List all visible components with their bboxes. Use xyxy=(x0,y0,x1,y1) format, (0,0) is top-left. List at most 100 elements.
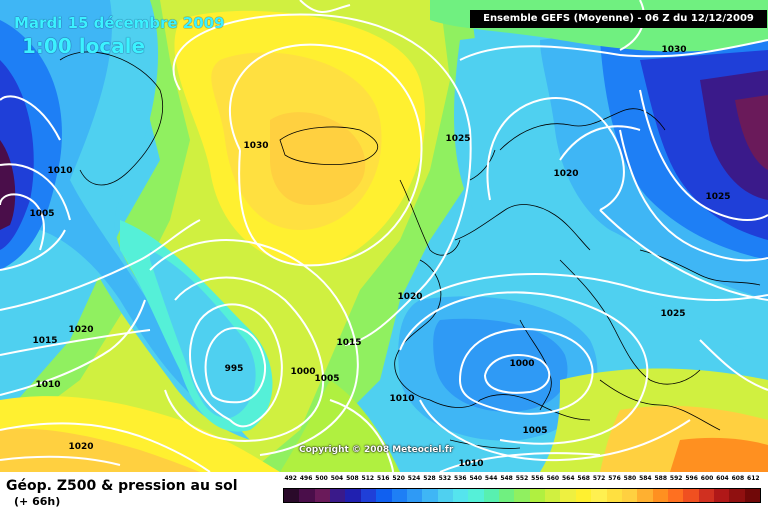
legend-label: 516 xyxy=(376,475,390,482)
legend-label: 492 xyxy=(284,475,297,482)
geopotential-band xyxy=(280,380,400,472)
legend-label: 564 xyxy=(561,475,575,482)
map-variable-title: Géop. Z500 & pression au sol xyxy=(6,478,238,494)
geopotential-band xyxy=(270,112,366,205)
geopotential-band xyxy=(433,318,568,412)
legend-swatch xyxy=(714,489,730,502)
isobar-label: 1010 xyxy=(458,459,483,469)
legend-swatch xyxy=(483,489,500,502)
legend-label: 604 xyxy=(716,475,729,482)
legend-label: 576 xyxy=(608,475,621,482)
legend-label: 592 xyxy=(669,475,683,482)
isobar-label: 1030 xyxy=(661,45,686,55)
legend-label: 528 xyxy=(423,475,436,482)
isobars xyxy=(0,0,768,472)
isobar-label: 1020 xyxy=(397,292,422,302)
legend-labels: 492 496 500 504 508 512 516 520 524 528 532 536 540 5… xyxy=(283,475,761,487)
legend-swatch xyxy=(360,489,377,502)
legend-swatch xyxy=(284,489,300,502)
isobar-label: 1015 xyxy=(336,338,361,348)
isobar-label: 1005 xyxy=(314,374,339,384)
legend-label: 496 xyxy=(299,475,313,482)
legend-swatch xyxy=(468,489,484,502)
legend-swatch xyxy=(499,489,515,502)
isobar-label: 1030 xyxy=(243,141,268,151)
legend-label: 536 xyxy=(454,475,467,482)
legend-label: 540 xyxy=(469,475,482,482)
legend-label: 500 xyxy=(315,475,328,482)
isobar-labels: 1030 1030 1025 1020 1025 1010 1005 1020 1025 1020… xyxy=(29,45,730,469)
geopotential-band xyxy=(0,428,200,472)
legend-swatch xyxy=(406,489,423,502)
legend-swatch xyxy=(376,489,392,502)
isobar-label: 1000 xyxy=(290,367,315,377)
forecast-time: 1:00 locale xyxy=(22,34,146,58)
legend-label: 508 xyxy=(346,475,359,482)
legend-label: 560 xyxy=(546,475,560,482)
legend-swatch xyxy=(744,489,761,502)
legend-swatch xyxy=(591,489,607,502)
legend-swatch xyxy=(621,489,638,502)
legend-swatch xyxy=(575,489,592,502)
legend-swatch xyxy=(299,489,315,502)
legend-label: 520 xyxy=(392,475,405,482)
legend-swatch xyxy=(667,489,684,502)
legend-label: 556 xyxy=(531,475,544,482)
isobar-label: 1000 xyxy=(509,359,534,369)
isobar-label: 1010 xyxy=(47,166,72,176)
legend-swatch xyxy=(637,489,653,502)
legend-swatch xyxy=(545,489,561,502)
legend-swatch xyxy=(606,489,622,502)
weather-map: 1030 1030 1025 1020 1025 1010 1005 1020 1025 1020… xyxy=(0,0,768,472)
geopotential-band xyxy=(0,140,16,230)
model-run-info: Ensemble GEFS (Moyenne) - 06 Z du 12/12/… xyxy=(470,10,767,28)
isobar-label: 1020 xyxy=(553,169,578,179)
color-legend: 492 496 500 504 508 512 516 520 524 528 532 536 540 5… xyxy=(283,475,761,505)
isobar-label: 995 xyxy=(225,364,244,374)
legend-label: 612 xyxy=(747,475,760,482)
isobar-label: 1010 xyxy=(389,394,414,404)
legend-label: 548 xyxy=(500,475,513,482)
isobar-label: 1020 xyxy=(68,325,93,335)
legend-swatch xyxy=(698,489,715,502)
legend-swatch xyxy=(437,489,453,502)
geopotential-band xyxy=(670,437,768,472)
legend-swatch xyxy=(391,489,407,502)
legend-swatch xyxy=(514,489,530,502)
copyright-text: Copyright © 2008 Meteociel.fr xyxy=(299,445,454,455)
geopotential-band xyxy=(735,95,768,170)
isobar-label: 1005 xyxy=(522,426,547,436)
legend-label: 552 xyxy=(515,475,529,482)
legend-label: 544 xyxy=(484,475,498,482)
legend-swatch xyxy=(330,489,346,502)
legend-swatch xyxy=(652,489,668,502)
legend-label: 580 xyxy=(623,475,637,482)
isobar-label: 1025 xyxy=(445,134,470,144)
legend-label: 588 xyxy=(654,475,668,482)
geopotential-band xyxy=(150,250,256,419)
legend-label: 504 xyxy=(330,475,344,482)
legend-label: 596 xyxy=(685,475,698,482)
legend-label: 584 xyxy=(639,475,652,482)
coastlines xyxy=(59,51,761,449)
legend-label: 600 xyxy=(700,475,714,482)
legend-swatch xyxy=(314,489,331,502)
legend-swatch xyxy=(529,489,546,502)
forecast-lead-time: (+ 66h) xyxy=(14,495,61,508)
isobar-label: 1020 xyxy=(68,442,93,452)
legend-swatches xyxy=(283,488,761,503)
forecast-date: Mardi 15 décembre 2009 xyxy=(14,14,225,32)
legend-swatch xyxy=(560,489,576,502)
isobar-label: 1005 xyxy=(29,209,54,219)
legend-swatch xyxy=(452,489,469,502)
legend-swatch xyxy=(729,489,745,502)
isobar-label: 1025 xyxy=(705,192,730,202)
legend-swatch xyxy=(345,489,361,502)
legend-label: 608 xyxy=(731,475,745,482)
legend-label: 512 xyxy=(361,475,375,482)
isobar-label: 1015 xyxy=(32,336,57,346)
map-canvas: 1030 1030 1025 1020 1025 1010 1005 1020 1025 1020… xyxy=(0,0,768,472)
isobar-label: 1010 xyxy=(35,380,60,390)
legend-label: 568 xyxy=(577,475,590,482)
legend-swatch xyxy=(683,489,699,502)
